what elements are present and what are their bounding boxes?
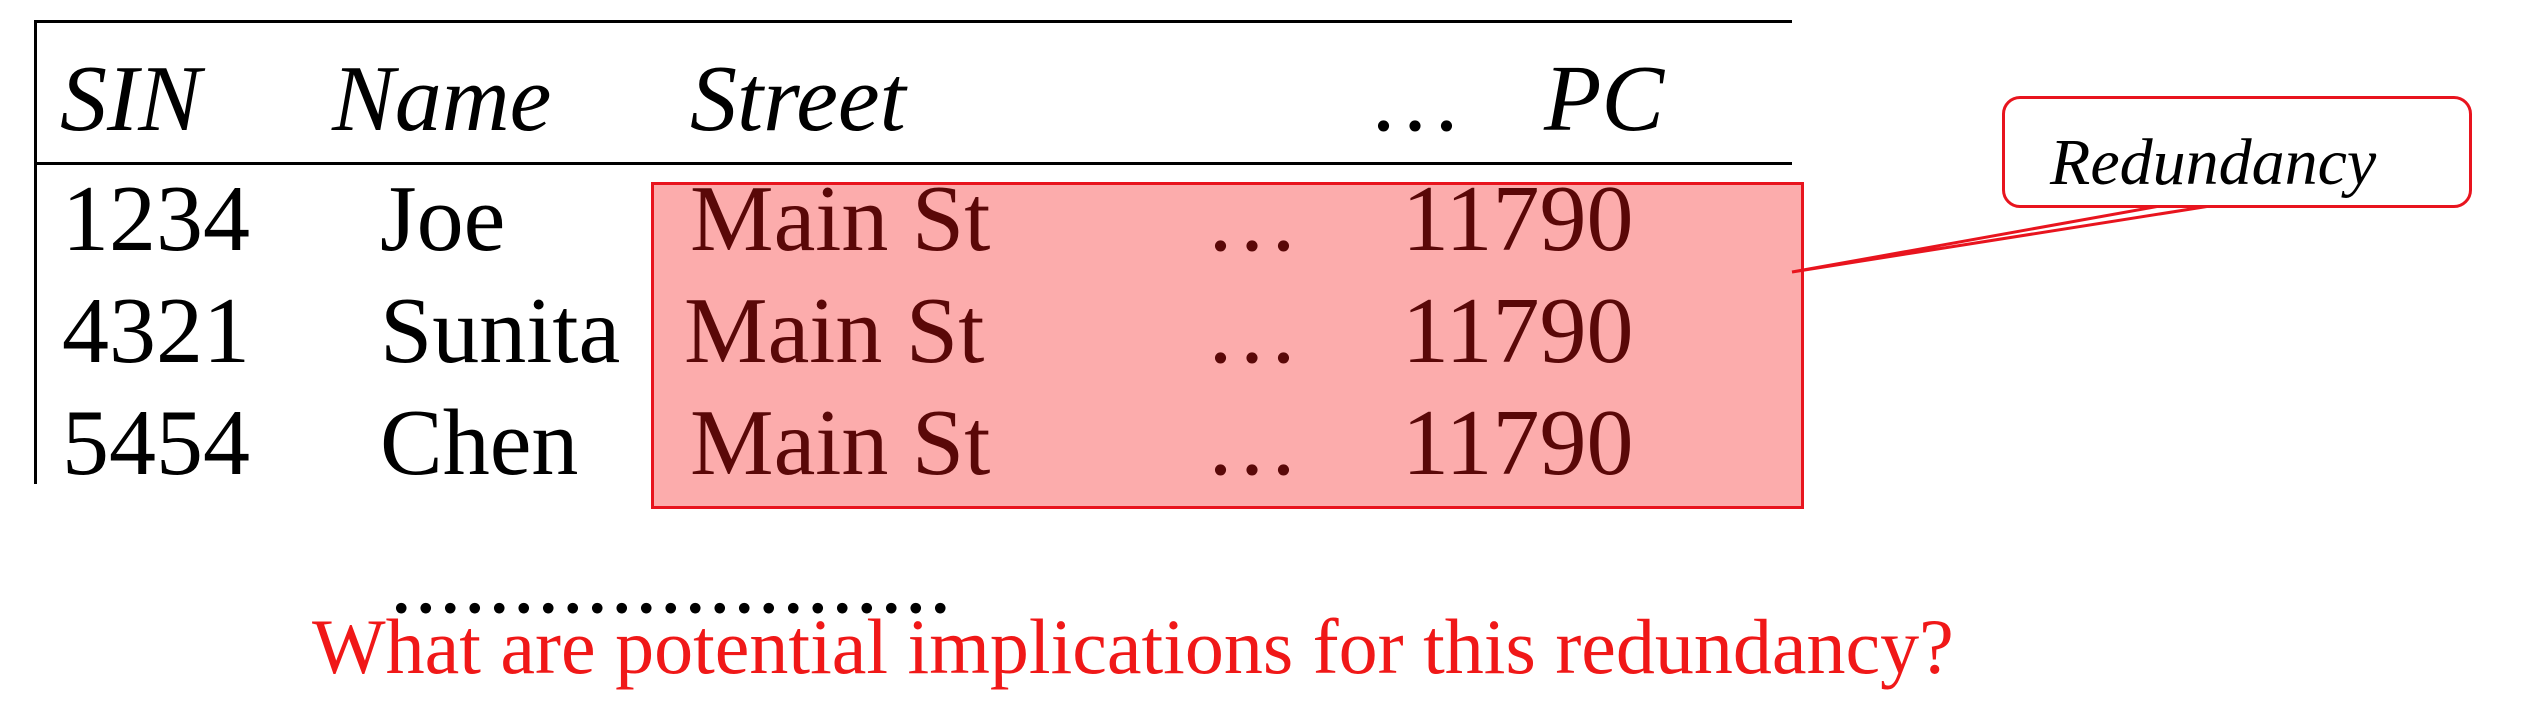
row-1-name: Joe: [380, 167, 506, 271]
row-2-name: Sunita: [380, 279, 621, 383]
row-3-name: Chen: [380, 391, 579, 495]
row-2-street: Main St: [684, 279, 985, 383]
redundancy-question: What are potential implications for this…: [312, 603, 1954, 690]
callout-label: Redundancy: [2050, 126, 2377, 199]
table-continuation-dots: .......................: [390, 533, 954, 632]
row-1-street: Main St: [690, 167, 991, 271]
row-2-pc: 11790: [1402, 279, 1634, 383]
header-street: Street: [690, 47, 906, 151]
row-1-pc: 11790: [1402, 167, 1634, 271]
header-ellipsis: …: [1368, 47, 1462, 151]
table-top-rule: [34, 20, 1792, 23]
row-3-ellipsis: …: [1205, 391, 1299, 495]
row-1-sin: 1234: [62, 167, 250, 271]
redundancy-highlight: [651, 182, 1804, 509]
redundancy-callout: [2002, 96, 2472, 208]
row-2-ellipsis: …: [1205, 279, 1299, 383]
header-sin: SIN: [60, 47, 201, 151]
row-3-street: Main St: [690, 391, 991, 495]
header-name: Name: [332, 47, 552, 151]
table-header-rule: [34, 162, 1792, 165]
row-3-sin: 5454: [62, 391, 250, 495]
row-2-sin: 4321: [62, 279, 250, 383]
header-pc: PC: [1544, 47, 1665, 151]
row-1-ellipsis: …: [1205, 167, 1299, 271]
row-3-pc: 11790: [1402, 391, 1634, 495]
table-left-rule: [34, 20, 37, 484]
